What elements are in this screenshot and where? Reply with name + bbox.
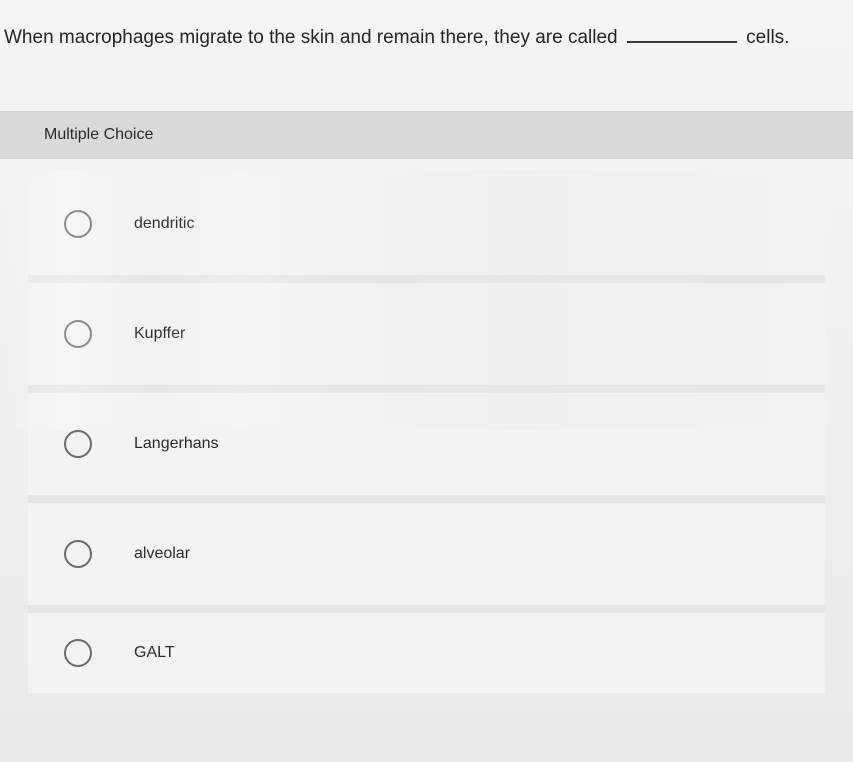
- radio-icon[interactable]: [64, 320, 92, 348]
- choice-label: GALT: [134, 644, 175, 662]
- choices-list: dendritic Kupffer Langerhans alveolar GA…: [0, 159, 853, 693]
- question-suffix: cells.: [746, 27, 789, 48]
- choice-label: Kupffer: [134, 325, 185, 343]
- choice-option[interactable]: GALT: [28, 613, 825, 693]
- radio-icon[interactable]: [64, 639, 92, 667]
- radio-icon[interactable]: [64, 540, 92, 568]
- choice-label: dendritic: [134, 215, 194, 233]
- quiz-page: When macrophages migrate to the skin and…: [0, 0, 853, 762]
- question-prefix: When macrophages migrate to the skin and…: [4, 27, 618, 48]
- fill-blank: [627, 22, 737, 43]
- choice-label: Langerhans: [134, 435, 219, 453]
- radio-icon[interactable]: [64, 430, 92, 458]
- choice-option[interactable]: Kupffer: [28, 283, 825, 393]
- radio-icon[interactable]: [64, 210, 92, 238]
- question-text: When macrophages migrate to the skin and…: [0, 0, 853, 77]
- multiple-choice-header: Multiple Choice: [0, 111, 853, 159]
- choice-option[interactable]: alveolar: [28, 503, 825, 613]
- choice-option[interactable]: dendritic: [28, 173, 825, 283]
- choice-label: alveolar: [134, 545, 190, 563]
- multiple-choice-block: Multiple Choice dendritic Kupffer Langer…: [0, 111, 853, 693]
- choice-option[interactable]: Langerhans: [28, 393, 825, 503]
